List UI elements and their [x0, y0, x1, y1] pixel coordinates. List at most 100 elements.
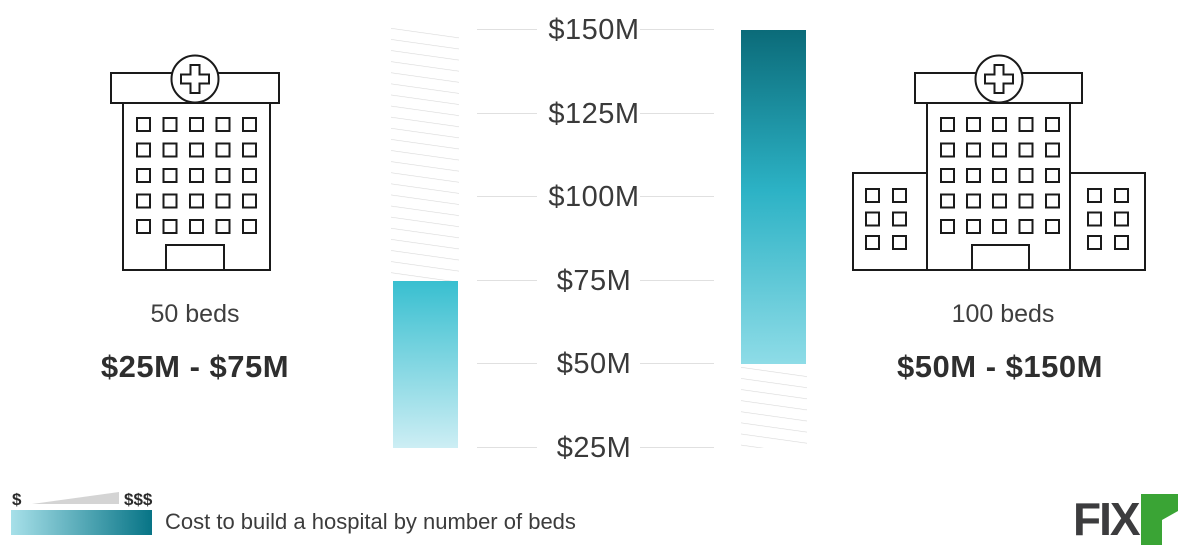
gridline-segment: [640, 447, 714, 448]
cost-range-small: $25M - $75M: [100, 349, 290, 384]
window: [865, 188, 880, 203]
window: [1087, 235, 1102, 250]
gridline-segment: [477, 29, 537, 30]
wing-right: [1069, 172, 1146, 271]
window: [162, 219, 178, 234]
gridline-segment: [477, 196, 537, 198]
beds-label-large: 100 beds: [951, 300, 1055, 328]
window: [189, 168, 204, 183]
window: [1045, 168, 1060, 183]
gridline-segment: [640, 29, 714, 30]
window: [992, 117, 1007, 132]
window: [992, 193, 1007, 209]
fixr-logo-r-icon: [1140, 494, 1178, 545]
chart-caption: Cost to build a hospital by number of be…: [165, 509, 576, 534]
window: [136, 219, 151, 234]
hatch-area-right: [741, 367, 807, 448]
legend-low-label: $: [12, 490, 22, 509]
window: [865, 211, 880, 227]
window: [136, 193, 151, 209]
window: [865, 235, 880, 250]
wing-left: [852, 172, 928, 271]
gridline-segment: [640, 196, 714, 198]
window: [940, 219, 955, 234]
beds-label-small: 50 beds: [150, 300, 240, 328]
window: [966, 193, 981, 209]
door: [165, 244, 225, 271]
legend-high-label: $$$: [124, 490, 153, 509]
axis-tick-label: $75M: [556, 264, 632, 297]
fixr-logo-text: FIX: [1073, 493, 1141, 545]
axis-tick-label: $50M: [556, 348, 632, 381]
window: [162, 168, 178, 183]
medical-cross-icon: [180, 64, 210, 94]
window: [940, 117, 955, 132]
range-bar-50-beds: [393, 280, 458, 448]
window: [1018, 219, 1034, 234]
window: [1087, 211, 1102, 227]
axis-tick-label: $100M: [548, 181, 640, 214]
hospital-small-icon: [110, 54, 280, 271]
window: [189, 117, 204, 132]
window: [1114, 211, 1129, 227]
window: [1114, 188, 1129, 203]
window: [1018, 117, 1034, 132]
gridline-segment: [477, 363, 537, 365]
gridline-segment: [640, 112, 714, 114]
wing-windows: [865, 188, 1129, 250]
medical-cross-icon: [984, 64, 1014, 94]
window: [215, 142, 231, 158]
window: [215, 168, 231, 183]
window: [940, 142, 955, 158]
axis-tick-label: $150M: [548, 14, 640, 46]
window: [1087, 188, 1102, 203]
hospital-large-icon: [852, 54, 1146, 271]
window: [1045, 142, 1060, 158]
window: [189, 219, 204, 234]
window: [992, 168, 1007, 183]
window: [892, 188, 907, 203]
window: [242, 193, 257, 209]
window: [215, 193, 231, 209]
window: [162, 117, 178, 132]
window: [242, 142, 257, 158]
window: [136, 142, 151, 158]
hatch-area-left: [391, 28, 459, 281]
window: [242, 219, 257, 234]
window: [215, 219, 231, 234]
window: [892, 235, 907, 250]
window: [1018, 142, 1034, 158]
window: [1114, 235, 1129, 250]
window: [966, 219, 981, 234]
window: [136, 168, 151, 183]
window: [242, 168, 257, 183]
window: [940, 168, 955, 183]
gridline-segment: [477, 279, 537, 281]
window: [966, 168, 981, 183]
window: [189, 142, 204, 158]
axis-tick-label: $125M: [548, 97, 640, 130]
range-bar-100-beds: [741, 30, 806, 365]
window: [136, 117, 151, 132]
window: [189, 193, 204, 209]
window: [1045, 117, 1060, 132]
gridline-segment: [640, 279, 714, 281]
window: [215, 117, 231, 132]
window: [940, 193, 955, 209]
gridline-segment: [477, 112, 537, 114]
legend-gradient-bar: [11, 510, 152, 535]
windows-grid: [940, 117, 1060, 234]
window: [1045, 193, 1060, 209]
cost-wedge-icon: [32, 492, 119, 504]
axis-tick-label: $25M: [556, 432, 632, 464]
window: [162, 142, 178, 158]
window: [1018, 168, 1034, 183]
window: [992, 142, 1007, 158]
window: [162, 193, 178, 209]
cost-range-large: $50M - $150M: [897, 349, 1103, 384]
window: [992, 219, 1007, 234]
window: [966, 117, 981, 132]
fixr-logo: FIX: [1073, 494, 1178, 545]
gridline-segment: [640, 363, 714, 365]
